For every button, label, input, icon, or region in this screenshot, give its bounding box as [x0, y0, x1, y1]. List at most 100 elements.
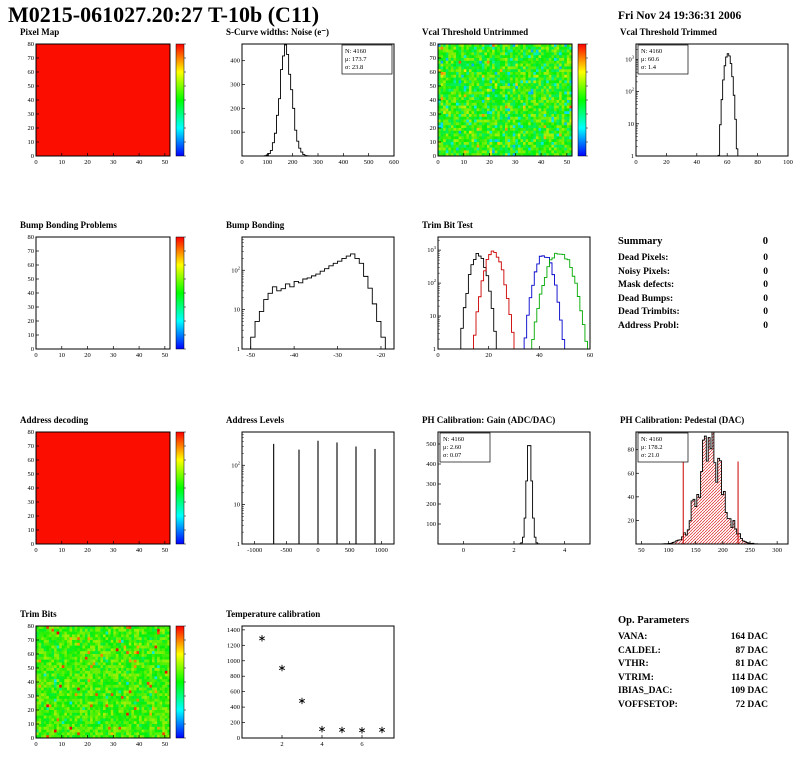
svg-text:50: 50	[28, 276, 35, 283]
chart-title: Vcal Threshold Trimmed	[620, 27, 717, 37]
svg-text:40: 40	[536, 352, 543, 359]
svg-text:150: 150	[691, 547, 701, 554]
op-parameter-row: VTRIM: 114 DAC	[618, 672, 768, 686]
svg-text:600: 600	[389, 159, 399, 166]
svg-text:40: 40	[628, 494, 635, 501]
svg-text:100: 100	[426, 521, 436, 528]
svg-text:30: 30	[110, 741, 117, 748]
panel-bump-bonding: Bump Bonding -50 -40 -30 -20 1 10 102	[218, 220, 408, 364]
chart-title: Address decoding	[20, 415, 89, 425]
svg-text:1200: 1200	[227, 642, 240, 649]
svg-text:0: 0	[31, 346, 34, 353]
svg-text:0: 0	[31, 541, 34, 548]
chart-title: Bump Bonding	[226, 220, 285, 230]
svg-text:400: 400	[338, 159, 348, 166]
svg-text:800: 800	[230, 673, 240, 680]
svg-text:σ: 21.0: σ: 21.0	[641, 452, 659, 459]
chart-title: Address Levels	[226, 415, 285, 425]
svg-text:0: 0	[31, 153, 34, 160]
svg-text:300: 300	[313, 159, 323, 166]
svg-text:30: 30	[28, 693, 35, 700]
svg-text:30: 30	[110, 159, 117, 166]
svg-text:30: 30	[110, 352, 117, 359]
svg-text:0: 0	[436, 352, 439, 359]
svg-text:10: 10	[234, 502, 241, 509]
summary-value: 0	[763, 320, 768, 331]
svg-text:50: 50	[162, 741, 169, 748]
svg-text:0: 0	[34, 159, 37, 166]
chart-title: Trim Bit Test	[422, 220, 473, 230]
svg-text:103: 103	[427, 245, 437, 254]
svg-text:50: 50	[430, 83, 437, 90]
svg-text:40: 40	[136, 352, 143, 359]
summary-title: Summary	[618, 236, 663, 247]
svg-text:20: 20	[28, 125, 35, 132]
svg-text:80: 80	[28, 429, 35, 436]
svg-text:10: 10	[59, 352, 65, 359]
svg-text:300: 300	[426, 481, 436, 488]
summary-label: Dead Trimbits:	[618, 307, 680, 317]
svg-text:0: 0	[34, 547, 37, 554]
panel-scurve-noise: S-Curve widths: Noise (e⁻) 0 100 200 300 400…	[218, 27, 408, 171]
op-label: IBIAS_DAC:	[618, 686, 673, 696]
summary-header: Summary 0	[618, 236, 768, 247]
svg-text:50: 50	[162, 547, 169, 554]
svg-text:N: 4160: N: 4160	[641, 48, 662, 55]
svg-text:60: 60	[28, 651, 35, 658]
pixel-map-chart: 0 10 20 30 40 50 0 10 20 30 40 50 60 70 80	[28, 41, 186, 166]
svg-text:80: 80	[28, 623, 35, 630]
svg-text:50: 50	[28, 665, 35, 672]
svg-text:0: 0	[316, 547, 319, 554]
svg-text:-500: -500	[280, 547, 292, 554]
svg-text:60: 60	[628, 470, 635, 477]
svg-text:10: 10	[28, 721, 35, 728]
summary-row: Noisy Pixels: 0	[618, 266, 768, 280]
timestamp: Fri Nov 24 19:36:31 2006	[618, 10, 742, 22]
svg-text:4: 4	[563, 547, 567, 554]
svg-text:40: 40	[28, 290, 35, 297]
svg-text:20: 20	[628, 517, 635, 524]
svg-text:1000: 1000	[227, 658, 240, 665]
svg-text:100: 100	[664, 547, 674, 554]
svg-text:102: 102	[231, 265, 240, 274]
svg-text:80: 80	[628, 447, 635, 454]
summary-panel: Summary 0 Dead Pixels: 0 Noisy Pixels: 0 M…	[618, 236, 768, 333]
svg-text:10: 10	[59, 547, 65, 554]
svg-text:4: 4	[320, 741, 324, 748]
svg-text:6: 6	[360, 741, 364, 748]
svg-text:20: 20	[430, 125, 437, 132]
svg-text:10: 10	[59, 159, 65, 166]
panel-address-levels: Address Levels -1000 -500 0 500 1000 1 10 102	[218, 415, 408, 559]
svg-text:20: 20	[28, 513, 35, 520]
svg-text:20: 20	[485, 352, 492, 359]
svg-text:40: 40	[136, 741, 143, 748]
svg-text:10: 10	[461, 159, 468, 166]
svg-text:300: 300	[772, 547, 782, 554]
panel-ph-gain: PH Calibration: Gain (ADC/DAC) 0 2 4 100 200…	[414, 415, 604, 559]
svg-text:σ: 0.07: σ: 0.07	[443, 452, 462, 459]
chart-title: PH Calibration: Gain (ADC/DAC)	[422, 415, 556, 425]
svg-text:500: 500	[364, 159, 374, 166]
summary-value: 0	[763, 280, 768, 290]
svg-text:1000: 1000	[375, 547, 388, 554]
svg-text:1400: 1400	[227, 627, 240, 634]
svg-text:20: 20	[84, 547, 91, 554]
svg-text:σ: 1.4: σ: 1.4	[641, 64, 657, 71]
svg-text:70: 70	[430, 55, 437, 62]
op-parameter-row: VANA: 164 DAC	[618, 631, 768, 645]
op-parameter-row: VOFFSETOP: 72 DAC	[618, 699, 768, 713]
address-decoding-chart: 0 10 20 30 40 50 0 10 20 30 40 50 60 70 80	[28, 429, 186, 554]
panel-pixel-map: Pixel Map 0 10 20 30 40 50 0 10 20 30 40 50 60 70 80	[12, 27, 202, 171]
op-value: 114 DAC	[731, 672, 768, 683]
vcal-untrimmed-chart: 0 10 20 30 40 50 0 10 20 30 40 50 60 70 80	[430, 41, 588, 166]
svg-text:10: 10	[28, 527, 35, 534]
svg-text:N: 4160: N: 4160	[443, 436, 464, 443]
svg-text:-20: -20	[377, 352, 386, 359]
panel-bump-problems: Bump Bonding Problems 0 10 20 30 40 50 0 10 20 30…	[12, 220, 202, 364]
svg-text:102: 102	[427, 278, 436, 287]
svg-text:200: 200	[426, 501, 436, 508]
svg-text:-30: -30	[333, 352, 342, 359]
svg-text:30: 30	[28, 499, 35, 506]
